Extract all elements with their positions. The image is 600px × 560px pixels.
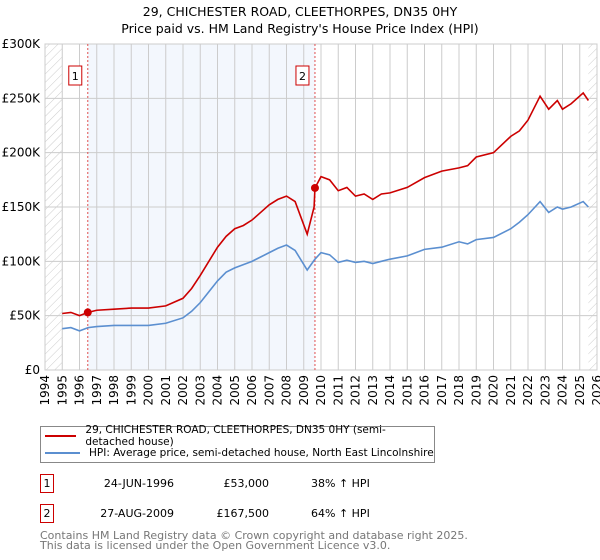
subtitle: Price paid vs. HM Land Registry's House … bbox=[121, 21, 479, 36]
x-tick-label: 2021 bbox=[504, 375, 518, 406]
x-tick-label: 2017 bbox=[435, 375, 449, 406]
footer: Contains HM Land Registry data © Crown c… bbox=[40, 529, 468, 552]
legend-label: 29, CHICHESTER ROAD, CLEETHORPES, DN35 0… bbox=[85, 423, 386, 448]
x-tick-label: 2003 bbox=[193, 375, 207, 406]
footer-line: This data is licensed under the Open Gov… bbox=[40, 539, 391, 552]
x-tick-label: 2020 bbox=[487, 375, 501, 406]
x-tick-label: 1999 bbox=[124, 375, 138, 406]
x-tick-label: 2001 bbox=[159, 375, 173, 406]
series-line bbox=[62, 91, 590, 317]
x-tick-label: 2014 bbox=[383, 375, 397, 406]
series-line bbox=[62, 200, 589, 332]
x-tick-label: 2010 bbox=[314, 375, 328, 406]
x-tick-label: 2005 bbox=[228, 375, 242, 406]
chart: 1994 1995 1996 1997 1998 1999 2000 2001 2002 2003… bbox=[2, 37, 600, 406]
y-tick-label: £200K bbox=[2, 146, 42, 160]
sale-badge bbox=[295, 65, 310, 86]
price: £53,000 bbox=[223, 477, 270, 490]
transaction-row: 1 24-JUN-1996 £53,000 38% ↑ HPI bbox=[40, 474, 370, 493]
transaction-row: 2 27-AUG-2009 £167,500 64% ↑ HPI bbox=[40, 504, 370, 523]
x-tick-label: 2019 bbox=[469, 375, 483, 406]
sale-badge bbox=[68, 65, 83, 86]
legend-item-hpi: HPI: Average price, semi-detached house,… bbox=[41, 444, 434, 461]
marker-badge: 1 bbox=[40, 474, 54, 493]
hpi-change: 38% ↑ HPI bbox=[311, 477, 370, 490]
legend-item-property: 29, CHICHESTER ROAD, CLEETHORPES, DN35 0… bbox=[41, 424, 434, 448]
x-tick-label: 2013 bbox=[366, 375, 380, 406]
y-tick-label: £0 bbox=[25, 363, 40, 377]
date: 27-AUG-2009 bbox=[100, 507, 174, 520]
x-tick-label: 2026 bbox=[590, 375, 600, 406]
hpi-change: 64% ↑ HPI bbox=[311, 507, 370, 520]
chart-title: 29, CHICHESTER ROAD, CLEETHORPES, DN35 0… bbox=[0, 3, 600, 37]
x-tick-label: 2024 bbox=[556, 375, 570, 406]
x-tick-label: 1996 bbox=[73, 375, 87, 406]
x-tick-label: 1995 bbox=[55, 375, 69, 406]
x-tick-label: 1994 bbox=[38, 375, 52, 406]
x-tick-label: 2025 bbox=[573, 375, 587, 406]
plot-border bbox=[44, 43, 598, 371]
x-tick-label: 2012 bbox=[349, 375, 363, 406]
x-tick-label: 2006 bbox=[245, 375, 259, 406]
y-tick-label: £250K bbox=[2, 91, 42, 105]
y-tick-label: £100K bbox=[2, 254, 42, 268]
title: 29, CHICHESTER ROAD, CLEETHORPES, DN35 0… bbox=[142, 4, 458, 19]
x-tick-label: 2015 bbox=[400, 375, 414, 406]
y-tick-label: £300K bbox=[2, 37, 42, 51]
legend: 29, CHICHESTER ROAD, CLEETHORPES, DN35 0… bbox=[40, 424, 435, 463]
x-tick-label: 2022 bbox=[521, 375, 535, 406]
marker-badge: 2 bbox=[40, 504, 54, 523]
x-tick-label: 2004 bbox=[211, 375, 225, 406]
x-tick-label: 2011 bbox=[331, 375, 345, 406]
price: £167,500 bbox=[216, 507, 270, 520]
x-tick-label: 1997 bbox=[90, 375, 104, 406]
sale-point bbox=[310, 183, 319, 192]
x-tick-label: 2002 bbox=[176, 375, 190, 406]
legend-swatch bbox=[45, 451, 80, 454]
sale-badge-label: 1 bbox=[72, 70, 79, 83]
x-tick-label: 2009 bbox=[297, 375, 311, 406]
x-tick-label: 1998 bbox=[107, 375, 121, 406]
legend-swatch bbox=[45, 434, 77, 437]
legend-label: HPI: Average price, semi-detached house,… bbox=[89, 446, 434, 459]
sale-point bbox=[83, 308, 92, 317]
y-tick-label: £50K bbox=[9, 309, 41, 323]
x-tick-label: 2000 bbox=[142, 375, 156, 406]
sale-badge-label: 2 bbox=[299, 70, 306, 83]
x-tick-label: 2018 bbox=[452, 375, 466, 406]
date: 24-JUN-1996 bbox=[103, 477, 174, 490]
footer-line: Contains HM Land Registry data © Crown c… bbox=[40, 529, 468, 542]
y-tick-label: £150K bbox=[2, 200, 42, 214]
x-tick-label: 2016 bbox=[418, 375, 432, 406]
x-tick-label: 2008 bbox=[280, 375, 294, 406]
x-tick-label: 2007 bbox=[262, 375, 276, 406]
x-tick-label: 2023 bbox=[538, 375, 552, 406]
